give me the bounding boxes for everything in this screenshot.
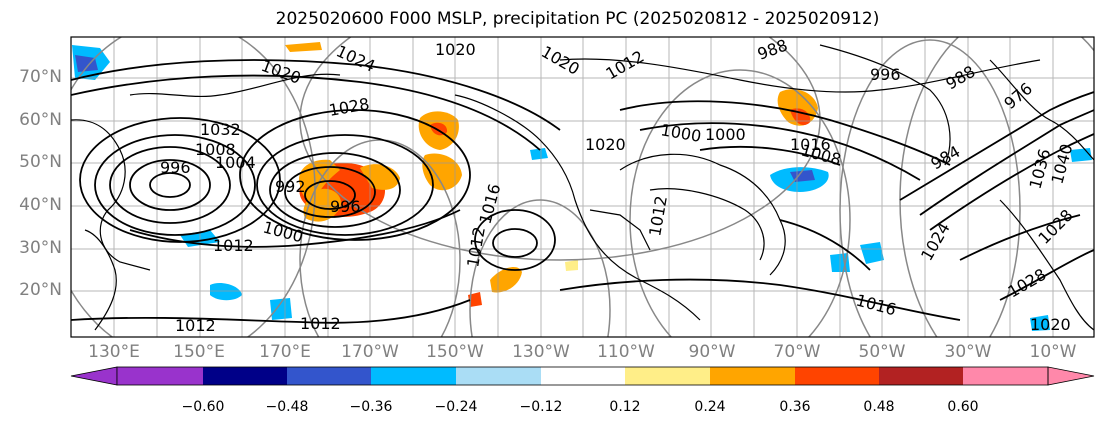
colorbar-segment [287,367,371,385]
colorbar-segment [371,367,456,385]
isobar-label: 1012 [175,316,216,335]
isobars [71,59,1094,324]
colorbar-extend-high [1047,366,1095,386]
colorbar-segment [710,367,795,385]
isobar-label: 1012 [213,236,254,255]
isobar-label: 1004 [215,153,256,172]
isobar-label: 1012 [300,314,341,333]
colorbar-segment [541,367,625,385]
isobar-label: 1020 [1030,315,1071,334]
lon-label-50w: 50°W [858,342,906,362]
lon-label-110w: 110°W [597,342,655,362]
colorbar-tick-label: 0.60 [947,399,979,415]
colorbar-tick-label: −0.48 [265,399,309,415]
colorbar-tick-label: 0.36 [779,399,811,415]
colorbar-segment [879,367,963,385]
map-frame [70,36,1095,338]
lat-label-50n: 50°N [19,152,62,172]
isobar-label: 992 [275,177,306,196]
isobar-label: 996 [160,158,191,177]
isobar-label: 1020 [585,135,626,154]
lon-label-150w: 150°W [426,342,484,362]
lat-label-30n: 30°N [19,238,62,258]
colorbar-tick-label: 0.12 [609,399,641,415]
lon-label-130e: 130°E [88,342,140,362]
colorbar-extend-low [70,366,118,386]
lon-label-170w: 170°W [341,342,399,362]
map-title: 2025020600 F000 MSLP, precipitation PC (… [275,9,880,29]
isobar-label: 1016 [790,135,831,154]
lon-label-170e: 170°E [259,342,311,362]
isobar-label: 1008 [195,140,236,159]
colorbar-segment [203,367,287,385]
colorbar-segment [625,367,710,385]
lat-label-40n: 40°N [19,195,62,215]
isobar-label: 1032 [200,120,241,139]
lat-label-60n: 60°N [19,110,62,130]
lat-label-20n: 20°N [19,280,62,300]
colorbar-tick-label: −0.36 [349,399,393,415]
isobar-label: 996 [330,197,361,216]
colorbar-tick-label: −0.60 [181,399,225,415]
colorbar-segment [963,367,1048,385]
lat-label-70n: 70°N [19,67,62,87]
map-area [71,37,1094,337]
colorbar-segment [795,367,879,385]
lon-label-30w: 30°W [944,342,992,362]
lon-label-10w: 10°W [1029,342,1077,362]
lon-label-70w: 70°W [773,342,821,362]
isobar-label: 1000 [705,125,746,144]
isobar-label: 1020 [435,40,476,59]
lon-label-90w: 90°W [688,342,736,362]
colorbar-segment [117,367,203,385]
colorbar-tick-label: 0.24 [694,399,726,415]
colorbar-tick-label: 0.48 [863,399,895,415]
colorbar-tick-label: −0.24 [434,399,478,415]
lon-label-150e: 150°E [173,342,225,362]
lon-label-130w: 130°W [512,342,570,362]
coastlines [71,44,1094,331]
colorbar-tick-label: −0.12 [519,399,563,415]
isobar-label: 996 [870,65,901,84]
colorbar [70,366,1095,386]
colorbar-segment [456,367,541,385]
